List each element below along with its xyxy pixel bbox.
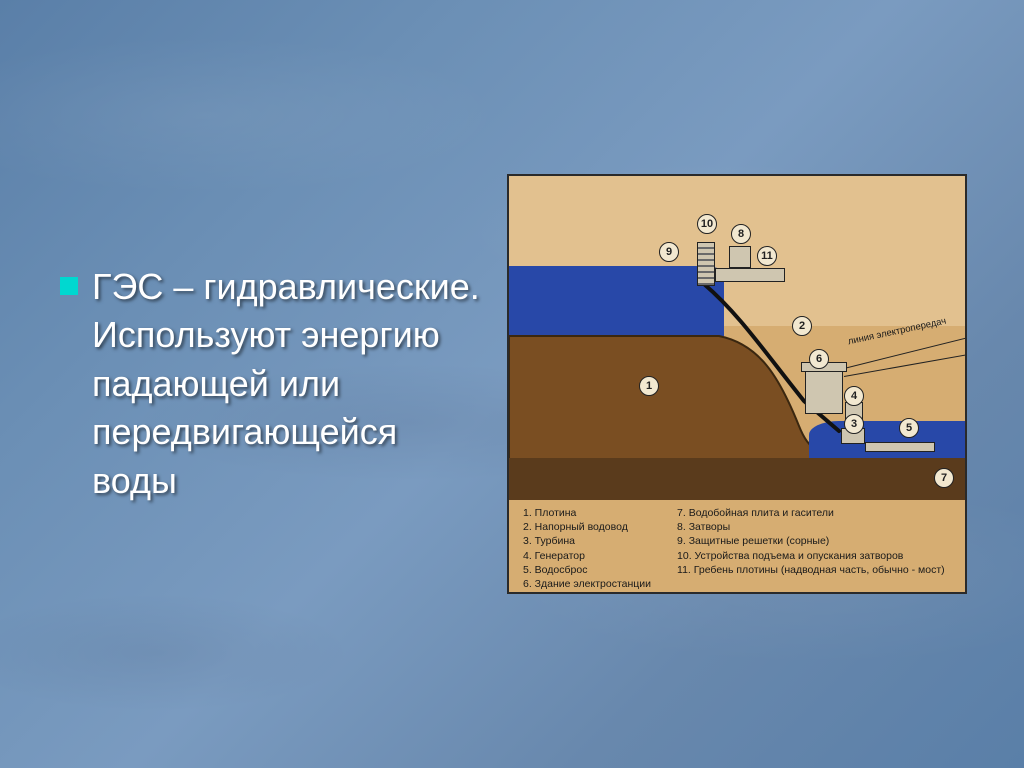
marker-2: 2 (792, 316, 812, 336)
bullet-item: ГЭС – гидравлические. Используют энергию… (60, 263, 490, 506)
legend-item-1: 1. Плотина (523, 506, 651, 520)
legend-item-7: 7. Водобойная плита и гасители (677, 506, 945, 520)
gate-house (729, 246, 751, 268)
stilling-slab (865, 442, 935, 452)
hydro-dam-diagram: линия электропередач 1234567891011 1. Пл… (507, 174, 967, 594)
crest-deck (715, 268, 785, 282)
marker-10: 10 (697, 214, 717, 234)
powerhouse (805, 370, 843, 414)
legend-item-11: 11. Гребень плотины (надводная часть, об… (677, 563, 945, 577)
marker-3: 3 (844, 414, 864, 434)
legend-item-8: 8. Затворы (677, 520, 945, 534)
marker-6: 6 (809, 349, 829, 369)
marker-7: 7 (934, 468, 954, 488)
legend-item-6: 6. Здание электростанции (523, 577, 651, 591)
legend-item-2: 2. Напорный водовод (523, 520, 651, 534)
legend-right-col: 7. Водобойная плита и гасители8. Затворы… (677, 506, 945, 588)
legend-item-3: 3. Турбина (523, 534, 651, 548)
marker-4: 4 (844, 386, 864, 406)
diagram-container: линия электропередач 1234567891011 1. Пл… (490, 174, 984, 594)
slide: ГЭС – гидравлические. Используют энергию… (0, 0, 1024, 768)
legend-item-10: 10. Устройства подъема и опускания затво… (677, 549, 945, 563)
marker-1: 1 (639, 376, 659, 396)
legend-item-4: 4. Генератор (523, 549, 651, 563)
legend-left-col: 1. Плотина2. Напорный водовод3. Турбина4… (523, 506, 651, 588)
legend: 1. Плотина2. Напорный водовод3. Турбина4… (509, 498, 965, 592)
marker-11: 11 (757, 246, 777, 266)
square-bullet-icon (60, 277, 78, 295)
marker-9: 9 (659, 242, 679, 262)
marker-5: 5 (899, 418, 919, 438)
marker-8: 8 (731, 224, 751, 244)
legend-item-9: 9. Защитные решетки (сорные) (677, 534, 945, 548)
text-block: ГЭС – гидравлические. Используют энергию… (60, 263, 490, 506)
intake-tower (697, 242, 715, 286)
bullet-text: ГЭС – гидравлические. Используют энергию… (92, 263, 490, 506)
legend-item-5: 5. Водосброс (523, 563, 651, 577)
